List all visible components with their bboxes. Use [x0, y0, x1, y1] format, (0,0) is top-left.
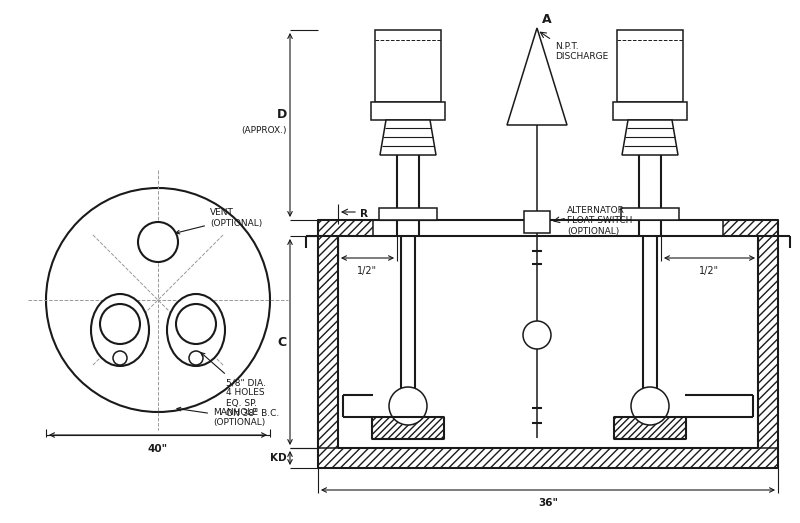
Circle shape	[46, 188, 270, 412]
Text: D: D	[277, 108, 287, 121]
Circle shape	[138, 222, 178, 262]
Text: N.P.T.
DISCHARGE: N.P.T. DISCHARGE	[555, 42, 608, 61]
Bar	[613, 102, 687, 120]
Circle shape	[631, 387, 669, 425]
Bar	[372, 417, 444, 439]
Bar	[379, 208, 437, 220]
Polygon shape	[622, 120, 678, 155]
Text: VENT
(OPTIONAL): VENT (OPTIONAL)	[176, 208, 262, 234]
Bar	[617, 30, 683, 102]
Text: 36": 36"	[538, 498, 558, 508]
Text: ALTERNATOR
FLOAT SWITCH
(OPTIONAL): ALTERNATOR FLOAT SWITCH (OPTIONAL)	[567, 206, 632, 236]
Circle shape	[523, 321, 551, 349]
Bar	[318, 220, 373, 236]
Ellipse shape	[91, 294, 149, 366]
Bar	[524, 211, 550, 233]
Text: 5/8" DIA.
4 HOLES
EQ. SP.
ON 38" B.C.: 5/8" DIA. 4 HOLES EQ. SP. ON 38" B.C.	[201, 353, 279, 418]
Text: (APPROX.): (APPROX.)	[242, 127, 287, 135]
Text: C: C	[278, 335, 287, 348]
Circle shape	[176, 304, 216, 344]
Bar	[723, 220, 778, 236]
Ellipse shape	[167, 294, 225, 366]
Bar	[621, 208, 679, 220]
Bar	[375, 30, 441, 102]
Bar	[614, 417, 686, 439]
Polygon shape	[507, 28, 567, 125]
Text: KD: KD	[270, 453, 287, 463]
Circle shape	[189, 351, 203, 365]
Text: 1/2": 1/2"	[699, 266, 719, 276]
Bar	[318, 220, 338, 468]
Text: 40": 40"	[148, 444, 168, 454]
Polygon shape	[380, 120, 436, 155]
Text: 1/2": 1/2"	[358, 266, 378, 276]
Circle shape	[113, 351, 127, 365]
Circle shape	[100, 304, 140, 344]
Bar	[758, 220, 778, 468]
Text: R: R	[360, 209, 368, 219]
Text: A: A	[542, 13, 552, 26]
Text: MANHOLE
(OPTIONAL): MANHOLE (OPTIONAL)	[177, 407, 266, 427]
Bar	[318, 448, 778, 468]
Bar	[371, 102, 445, 120]
Circle shape	[389, 387, 427, 425]
